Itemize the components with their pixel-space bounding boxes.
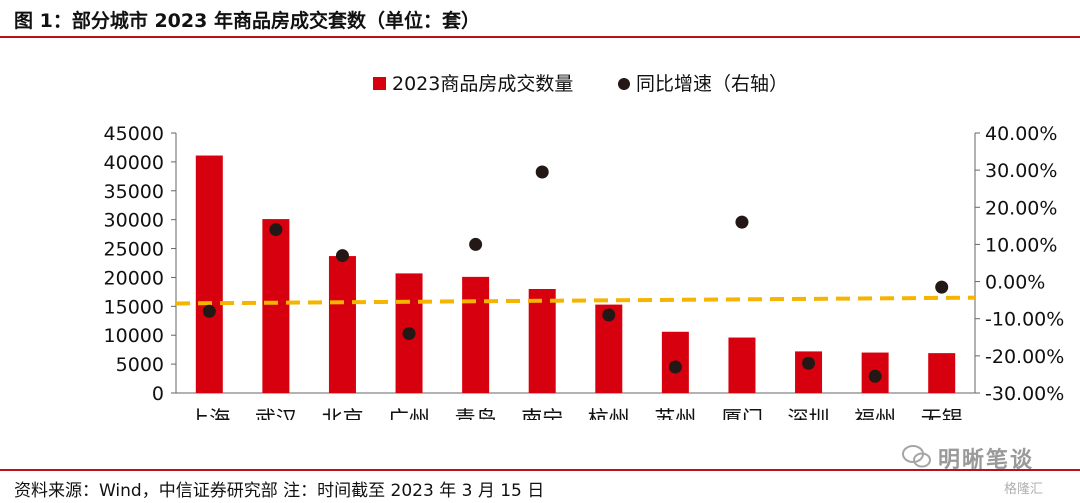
- source-note: 资料来源：Wind，中信证券研究部 注：时间截至 2023 年 3 月 15 日: [14, 481, 545, 501]
- legend: 2023商品房成交数量 同比增速（右轴）: [373, 73, 788, 95]
- left-tick-label: 5000: [116, 354, 164, 376]
- growth-point: [269, 223, 283, 237]
- source-rule: [0, 469, 1080, 471]
- category-label: 厦门: [721, 407, 763, 420]
- watermark: 明晰笔谈: [938, 448, 1035, 473]
- right-tick-label: 0.00%: [985, 272, 1045, 294]
- growth-point: [668, 360, 682, 374]
- category-label: 南宁: [521, 407, 563, 420]
- right-tick-label: 20.00%: [985, 197, 1057, 219]
- right-axis-ticks: -30.00% -20.00% -10.00% 0.00% 10.00% 20.00% 30…: [975, 123, 1064, 405]
- left-tick-label: 35000: [104, 181, 164, 203]
- growth-point: [935, 280, 949, 294]
- category-label: 苏州: [654, 407, 696, 420]
- category-label: 福州: [854, 407, 896, 420]
- category-label: 广州: [388, 407, 430, 420]
- category-label: 无锡: [921, 407, 963, 420]
- category-label: 上海: [188, 407, 230, 420]
- right-tick-label: 40.00%: [985, 123, 1057, 145]
- watermark-sub: 格隆汇: [1004, 482, 1044, 497]
- legend-dot-label: 同比增速（右轴）: [636, 73, 788, 95]
- left-axis-ticks: 0 5000 10000 15000 20000 25000 30000 35000 40000…: [104, 123, 176, 405]
- bar: [928, 353, 956, 393]
- bar: [195, 155, 223, 393]
- left-tick-label: 10000: [104, 325, 164, 347]
- left-tick-label: 45000: [104, 123, 164, 145]
- title-rule: [0, 36, 1080, 38]
- right-tick-label: 10.00%: [985, 234, 1057, 256]
- legend-dot-swatch: [618, 78, 630, 90]
- combo-chart: 2023商品房成交数量 同比增速（右轴） 0 5000 10000 15000 2000…: [104, 73, 1065, 420]
- growth-point: [202, 304, 216, 318]
- left-tick-label: 15000: [104, 296, 164, 318]
- bar-series: [195, 155, 956, 393]
- bar: [328, 256, 356, 393]
- left-tick-label: 30000: [104, 210, 164, 232]
- growth-point: [602, 308, 616, 322]
- growth-point: [335, 249, 349, 263]
- left-tick-label: 25000: [104, 239, 164, 261]
- right-tick-label: -20.00%: [985, 346, 1064, 368]
- bar: [528, 289, 556, 393]
- left-tick-label: 40000: [104, 152, 164, 174]
- bar: [262, 219, 290, 393]
- category-label: 北京: [321, 407, 363, 420]
- category-label: 杭州: [588, 407, 630, 420]
- growth-point: [469, 237, 483, 251]
- growth-point: [735, 215, 749, 229]
- legend-bar-swatch: [373, 77, 386, 90]
- growth-point: [868, 369, 882, 383]
- right-tick-label: -10.00%: [985, 309, 1064, 331]
- left-tick-label: 20000: [104, 267, 164, 289]
- category-label: 武汉: [255, 407, 297, 420]
- right-tick-label: -30.00%: [985, 383, 1064, 405]
- growth-series: [202, 165, 949, 383]
- bar: [728, 337, 756, 393]
- category-label: 深圳: [788, 407, 830, 420]
- growth-point: [802, 356, 816, 370]
- growth-point: [535, 165, 549, 179]
- right-tick-label: 30.00%: [985, 160, 1057, 182]
- category-labels: 上海 武汉 北京 广州 青岛 南宁 杭州 苏州 厦门 深圳 福州 无锡: [188, 407, 962, 420]
- trend-line: [175, 295, 976, 306]
- category-label: 青岛: [455, 407, 497, 420]
- legend-bar-label: 2023商品房成交数量: [392, 73, 573, 95]
- growth-point: [402, 327, 416, 341]
- left-tick-label: 0: [152, 383, 164, 405]
- figure-title: 图 1：部分城市 2023 年商品房成交套数（单位：套）: [14, 10, 480, 32]
- bar: [462, 276, 490, 393]
- wechat-icon: [902, 444, 932, 474]
